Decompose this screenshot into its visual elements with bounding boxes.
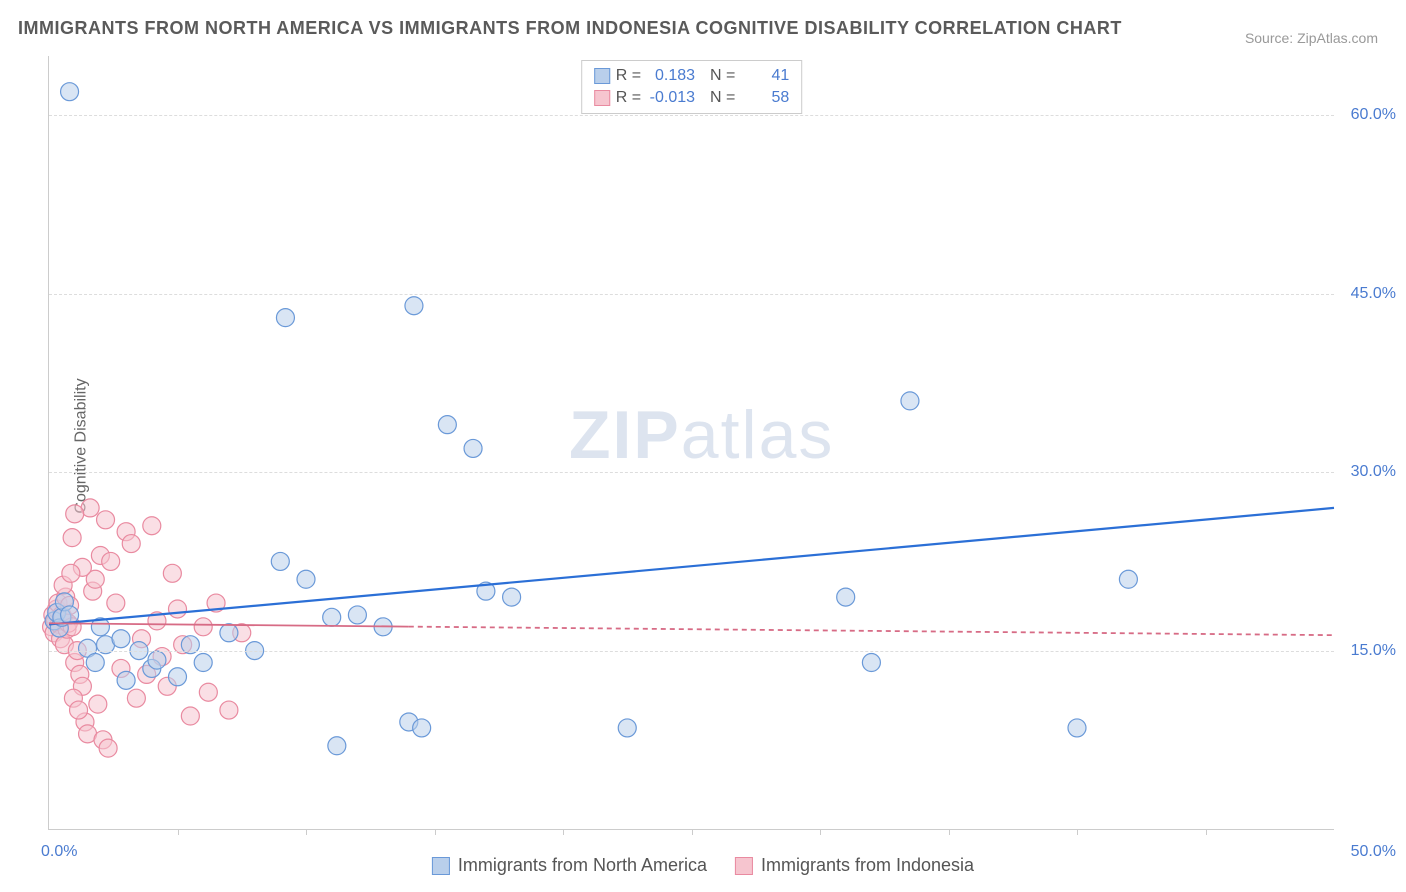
scatter-point [618,719,636,737]
trend-line-dashed [409,627,1334,636]
x-tick [306,829,307,835]
scatter-point [99,739,117,757]
scatter-point [163,564,181,582]
scatter-point [112,630,130,648]
x-tick [178,829,179,835]
scatter-point [86,654,104,672]
x-axis-legend: Immigrants from North America Immigrants … [432,855,974,876]
n-value: 41 [741,67,789,85]
n-label: N = [701,89,735,107]
scatter-point [297,570,315,588]
r-label: R = [616,89,641,107]
grid-line [49,294,1334,295]
stats-row: R = -0.013 N = 58 [594,87,790,109]
scatter-point [117,671,135,689]
scatter-point [127,689,145,707]
n-label: N = [701,67,735,85]
scatter-point [464,439,482,457]
series-swatch [594,90,610,106]
y-tick-label: 30.0% [1351,463,1396,481]
scatter-plot-svg [49,56,1334,829]
scatter-point [63,529,81,547]
y-tick-label: 45.0% [1351,285,1396,303]
scatter-point [143,517,161,535]
n-value: 58 [741,89,789,107]
chart-plot-area: ZIPatlas R =0.183 N =41R =-0.013 N =58 1… [48,56,1334,830]
scatter-point [271,552,289,570]
scatter-point [181,707,199,725]
x-tick [1077,829,1078,835]
scatter-point [328,737,346,755]
scatter-point [438,416,456,434]
legend-swatch [735,857,753,875]
series-swatch [594,68,610,84]
scatter-point [66,505,84,523]
x-end-label: 50.0% [1351,843,1396,861]
scatter-point [199,683,217,701]
scatter-point [1119,570,1137,588]
scatter-point [194,618,212,636]
scatter-point [62,564,80,582]
scatter-point [122,535,140,553]
x-tick [563,829,564,835]
legend-label: Immigrants from Indonesia [761,855,974,876]
scatter-point [107,594,125,612]
scatter-point [323,608,341,626]
r-value: -0.013 [647,89,695,107]
stats-row: R = 0.183 N = 41 [594,65,790,87]
chart-source: Source: ZipAtlas.com [1245,30,1378,46]
scatter-point [348,606,366,624]
scatter-point [89,695,107,713]
correlation-stats-box: R = 0.183 N = 41 R = -0.013 N = 58 [581,60,803,114]
y-tick-label: 15.0% [1351,642,1396,660]
scatter-point [97,511,115,529]
scatter-point [503,588,521,606]
x-tick [1206,829,1207,835]
trend-line [49,508,1334,625]
y-tick-label: 60.0% [1351,106,1396,124]
scatter-point [413,719,431,737]
scatter-point [862,654,880,672]
scatter-point [1068,719,1086,737]
scatter-point [220,701,238,719]
x-tick [820,829,821,835]
scatter-point [837,588,855,606]
scatter-point [194,654,212,672]
scatter-point [220,624,238,642]
scatter-point [901,392,919,410]
scatter-point [148,651,166,669]
grid-line [49,472,1334,473]
grid-line [49,651,1334,652]
r-label: R = [616,67,641,85]
scatter-point [276,309,294,327]
legend-item: Immigrants from Indonesia [735,855,974,876]
scatter-point [61,83,79,101]
legend-item: Immigrants from North America [432,855,707,876]
x-tick [692,829,693,835]
scatter-point [169,668,187,686]
x-origin-label: 0.0% [41,843,77,861]
x-tick [435,829,436,835]
legend-label: Immigrants from North America [458,855,707,876]
x-tick [949,829,950,835]
chart-title: IMMIGRANTS FROM NORTH AMERICA VS IMMIGRA… [18,18,1122,39]
scatter-point [169,600,187,618]
scatter-point [102,552,120,570]
legend-swatch [432,857,450,875]
grid-line [49,115,1334,116]
scatter-point [70,701,88,719]
r-value: 0.183 [647,67,695,85]
scatter-point [405,297,423,315]
